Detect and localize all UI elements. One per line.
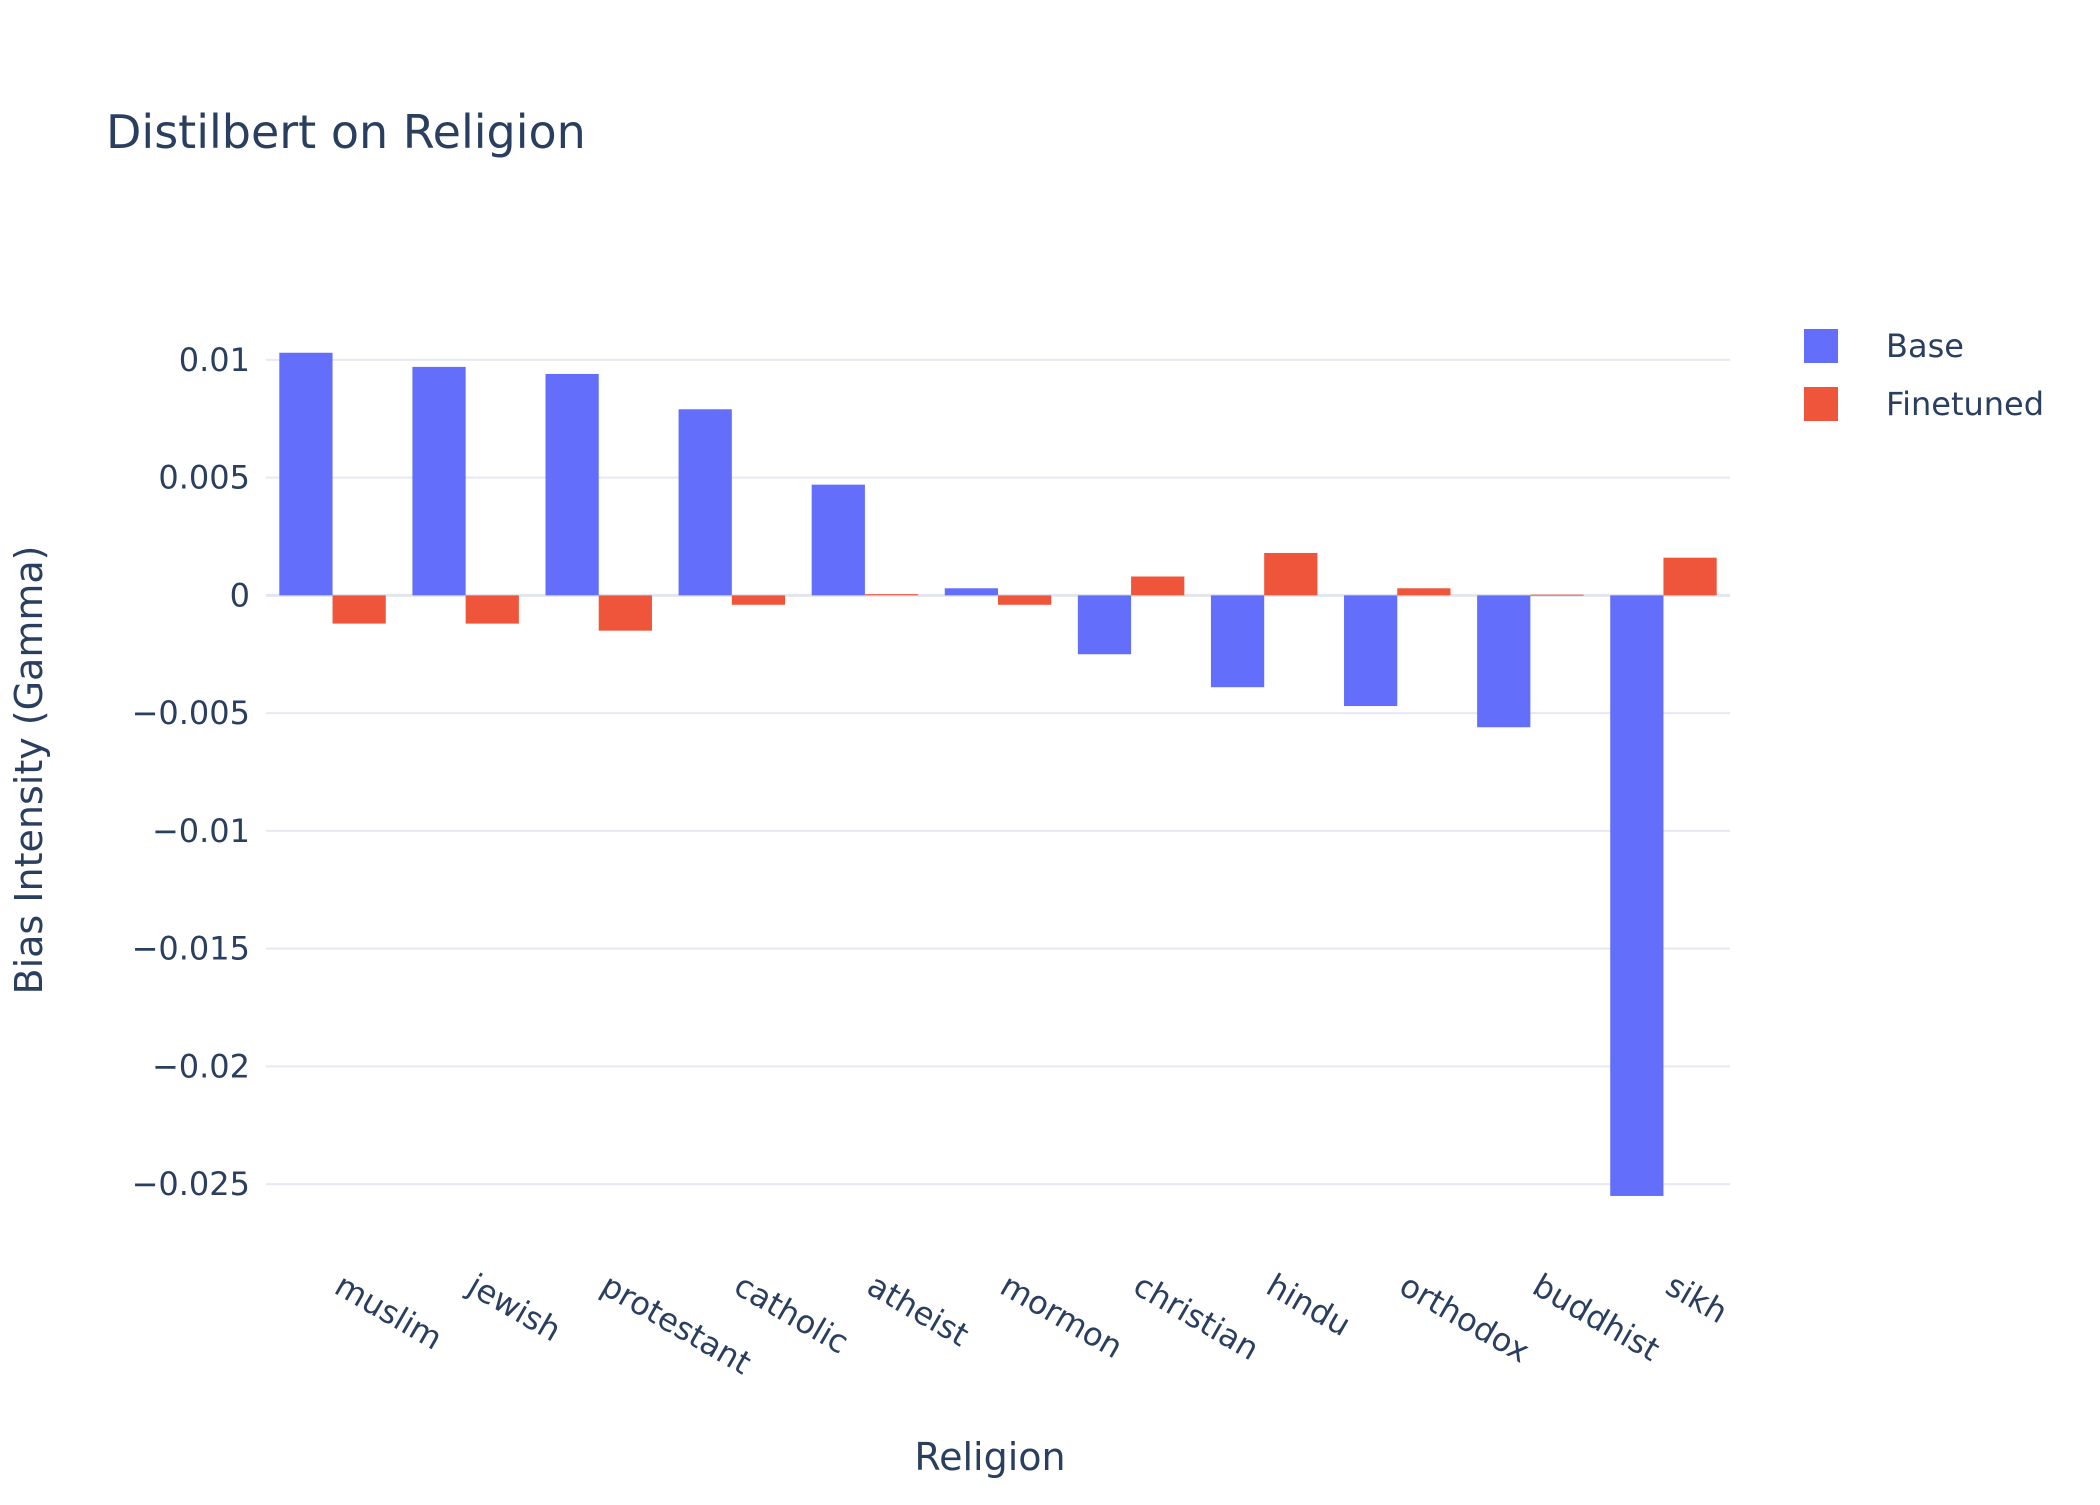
bar-base-buddhist <box>1477 595 1531 728</box>
x-tick-label: orthodox <box>1393 1266 1536 1370</box>
bar-finetuned-protestant <box>598 595 652 631</box>
bar-base-protestant <box>545 373 599 596</box>
y-tick-label: −0.02 <box>152 1047 250 1085</box>
x-tick-label: hindu <box>1260 1266 1357 1344</box>
bar-base-christian <box>1077 595 1132 655</box>
legend-swatch <box>1804 387 1838 421</box>
y-tick-label: 0.005 <box>158 459 250 497</box>
bar-finetuned-catholic <box>731 595 786 605</box>
legend-item-base[interactable]: Base <box>1804 327 1964 365</box>
bar-finetuned-christian <box>1131 576 1185 596</box>
bar-base-catholic <box>678 409 732 596</box>
bar-base-jewish <box>412 366 466 596</box>
bar-base-muslim <box>279 352 333 596</box>
x-tick-label: mormon <box>994 1266 1129 1366</box>
chart-title: Distilbert on Religion <box>106 105 586 159</box>
y-axis-ticks: 0.01 0.005 0 −0.005 −0.01 −0.015 −0.02 −0.025 <box>132 341 250 1203</box>
legend-label: Base <box>1886 327 1964 365</box>
y-tick-label: −0.005 <box>132 694 250 732</box>
x-tick-label: jewish <box>461 1266 568 1350</box>
y-tick-label: −0.01 <box>152 812 250 850</box>
y-tick-label: −0.025 <box>132 1165 250 1203</box>
bar-finetuned-jewish <box>465 595 519 624</box>
legend-swatch <box>1804 329 1838 363</box>
bar-finetuned-mormon <box>998 595 1052 605</box>
gridlines <box>266 358 1730 1186</box>
bars <box>279 352 1717 1196</box>
x-tick-label: protestant <box>595 1266 758 1382</box>
y-axis-title: Bias Intensity (Gamma) <box>7 546 51 995</box>
bar-finetuned-hindu <box>1264 552 1318 596</box>
x-tick-label: sikh <box>1659 1266 1734 1331</box>
bar-finetuned-muslim <box>332 595 386 624</box>
bar-base-sikh <box>1610 595 1664 1196</box>
legend-label: Finetuned <box>1886 385 2044 423</box>
bar-finetuned-sikh <box>1663 557 1717 596</box>
bar-finetuned-atheist <box>864 594 919 596</box>
y-tick-label: 0 <box>230 576 250 614</box>
bar-base-orthodox <box>1344 595 1398 707</box>
x-tick-label: christian <box>1127 1266 1265 1368</box>
bar-base-hindu <box>1210 595 1265 688</box>
x-tick-label: muslim <box>329 1266 449 1357</box>
y-tick-label: −0.015 <box>132 930 250 968</box>
x-axis-title: Religion <box>914 1435 1065 1479</box>
bar-finetuned-buddhist <box>1530 594 1584 596</box>
bar-base-atheist <box>811 484 865 596</box>
y-tick-label: 0.01 <box>179 341 250 379</box>
legend-item-finetuned[interactable]: Finetuned <box>1804 385 2044 423</box>
bar-base-mormon <box>944 588 998 596</box>
x-tick-label: atheist <box>861 1266 975 1354</box>
legend[interactable]: Base Finetuned <box>1804 327 2044 423</box>
x-tick-label: buddhist <box>1526 1266 1666 1369</box>
bar-finetuned-orthodox <box>1397 588 1451 596</box>
